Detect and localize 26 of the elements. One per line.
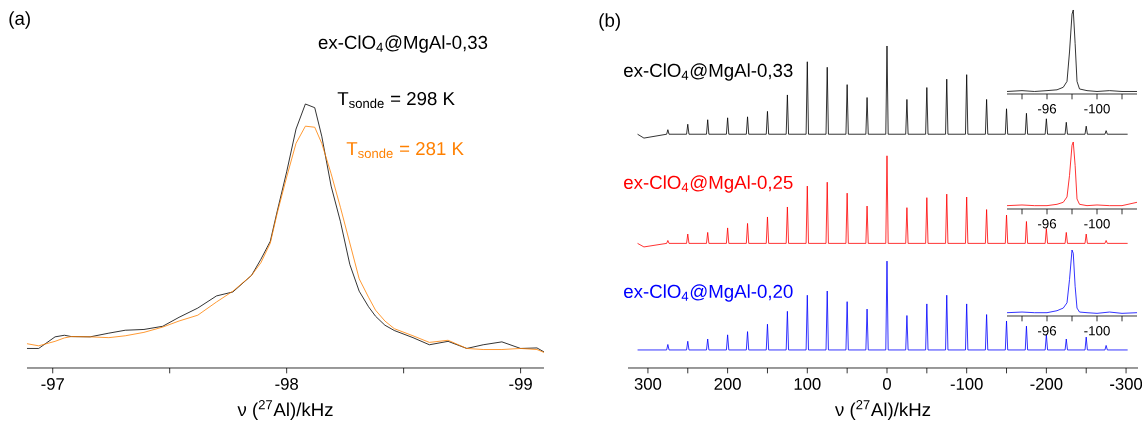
x-tick-label: -97	[41, 378, 64, 390]
series-label: T$_{sonde}$ = 298 K	[337, 91, 455, 109]
x-tick-label: 0	[883, 378, 891, 390]
x-tick-label: -96	[1037, 326, 1057, 336]
x-tick-label: 200	[714, 378, 741, 390]
x-axis-title: ν ($^{27}$Al)/kHz	[237, 400, 333, 420]
x-tick-label: -200	[1030, 378, 1063, 390]
text: (a)	[9, 11, 30, 29]
x-tick-label: 300	[634, 378, 662, 390]
x-axis-title: ν ($^{27}$Al)/kHz	[834, 400, 931, 420]
chart-title: ex-ClO$_{4}$@MgAl-0,33	[318, 35, 488, 53]
x-tick-label: -100	[1084, 326, 1110, 336]
x-tick-label: -300	[1110, 378, 1142, 390]
x-tick-label: -100	[950, 378, 983, 390]
series-label: ex-ClO$_{4}$@MgAl-0,20	[624, 284, 793, 302]
x-tick-label: -96	[1037, 104, 1057, 114]
x-tick-label: -99	[509, 378, 532, 390]
x-tick-label: 100	[794, 378, 821, 390]
x-tick-label: -96	[1037, 219, 1057, 229]
x-tick-label: -98	[275, 378, 298, 390]
series-label: ex-ClO$_{4}$@MgAl-0,25	[624, 175, 793, 193]
series-label: ex-ClO$_{4}$@MgAl-0,33	[624, 63, 793, 81]
x-tick-label: -100	[1084, 219, 1110, 229]
x-tick-label: -100	[1084, 104, 1110, 114]
text: (b)	[599, 13, 620, 31]
series-label: T$_{sonde}$ = 281 K	[346, 141, 464, 159]
